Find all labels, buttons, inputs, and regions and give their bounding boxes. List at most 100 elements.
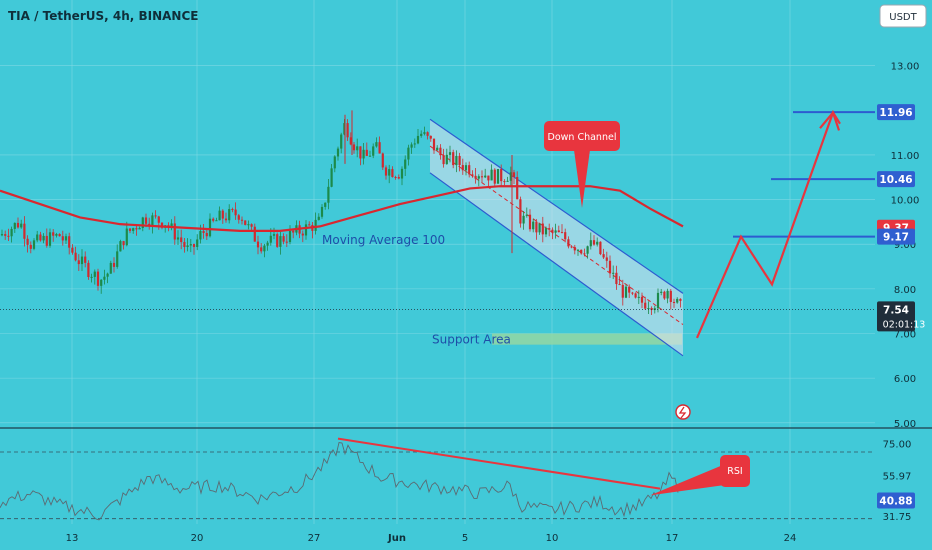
candle-body <box>669 290 672 302</box>
candle-body <box>20 223 23 228</box>
candle-body <box>423 132 426 134</box>
candle-body <box>535 221 538 233</box>
candle-body <box>528 214 532 230</box>
candle-body <box>349 137 352 145</box>
vertical-grid <box>71 0 791 524</box>
candle-body <box>266 242 269 246</box>
candle-body <box>288 230 292 243</box>
currency-badge[interactable] <box>879 4 927 28</box>
candle-body <box>378 142 381 154</box>
candle-body <box>61 236 64 241</box>
candle-body <box>589 240 592 247</box>
candle-body <box>544 228 548 235</box>
candle-body <box>269 235 272 243</box>
support-area <box>492 333 682 345</box>
candle-body <box>301 233 304 236</box>
candle-body <box>541 223 544 235</box>
candle-body <box>16 222 20 228</box>
rsi-trendline <box>337 437 661 490</box>
candle-body <box>500 169 503 182</box>
candle-body <box>490 169 493 181</box>
currency-label: USDT <box>889 12 917 23</box>
candle-body <box>29 244 32 249</box>
x-tick-label: 17 <box>666 533 679 544</box>
candle-body <box>128 228 132 231</box>
candlestick-series <box>0 110 682 316</box>
candle-body <box>180 237 183 243</box>
candle-body <box>189 244 192 246</box>
candle-body <box>538 223 541 233</box>
candle-body <box>292 230 295 233</box>
x-tick-label: 27 <box>308 533 321 544</box>
candle-body <box>237 215 240 220</box>
candle-body <box>42 235 45 241</box>
candle-body <box>493 169 496 184</box>
candle-body <box>416 135 420 144</box>
candle-body <box>439 147 442 156</box>
candle-body <box>279 236 282 247</box>
candle-body <box>567 239 570 247</box>
candle-body <box>503 181 506 183</box>
candle-body <box>234 209 237 216</box>
y-tick-label: 5.00 <box>894 419 916 430</box>
candle-body <box>192 244 196 247</box>
candle-body <box>375 142 378 147</box>
candle-body <box>679 298 682 301</box>
candle-body <box>352 144 356 151</box>
x-tick-label: 20 <box>191 533 204 544</box>
candle-body <box>173 223 176 240</box>
candle-body <box>583 253 586 255</box>
y-tick-label: 13.00 <box>891 62 920 73</box>
candle-body <box>132 228 135 231</box>
candle-body <box>119 241 122 252</box>
candle-body <box>122 241 125 246</box>
candle-body <box>461 165 464 171</box>
candle-body <box>448 152 452 155</box>
candle-body <box>487 175 490 181</box>
candle-body <box>368 155 372 157</box>
channel-upper-line <box>429 118 684 294</box>
candle-body <box>103 276 106 280</box>
candle-body <box>551 229 554 233</box>
candle-body <box>519 199 522 224</box>
alert-icon[interactable] <box>675 404 691 420</box>
candle-body <box>176 237 180 240</box>
y-tick-label: 11.00 <box>891 151 920 162</box>
candle-body <box>468 165 471 175</box>
price-tag-label: 10.46 <box>879 174 912 186</box>
channel-lower-line <box>429 172 684 357</box>
candle-body <box>484 175 487 178</box>
candle-body <box>445 154 448 165</box>
candle-body <box>436 147 439 151</box>
candle-body <box>599 241 602 255</box>
rsi-callout <box>720 455 750 487</box>
candle-body <box>253 226 256 242</box>
candle-body <box>282 236 285 242</box>
candle-body <box>532 221 535 230</box>
candle-body <box>32 240 36 249</box>
candle-body <box>71 247 74 253</box>
candle-body <box>330 168 333 187</box>
candle-body <box>84 256 87 263</box>
candle-body <box>96 271 100 286</box>
candle-body <box>602 254 605 258</box>
down-channel-label: Down Channel <box>548 132 617 143</box>
rsi-value-tag <box>877 492 915 509</box>
y-tick-label: 6.00 <box>894 374 916 385</box>
candle-body <box>618 284 621 286</box>
candle-body <box>442 155 445 165</box>
candle-body <box>10 228 13 237</box>
down-channel-callout-pointer <box>574 150 590 208</box>
y-tick-label: 8.00 <box>894 285 916 296</box>
candle-body <box>116 251 119 267</box>
candle-body <box>224 218 228 221</box>
candle-body <box>160 222 164 228</box>
candle-body <box>404 159 407 169</box>
candle-body <box>276 234 279 247</box>
candle-body <box>666 290 669 299</box>
candle-body <box>154 215 157 217</box>
candle-body <box>426 132 429 136</box>
x-tick-label: 24 <box>784 533 797 544</box>
